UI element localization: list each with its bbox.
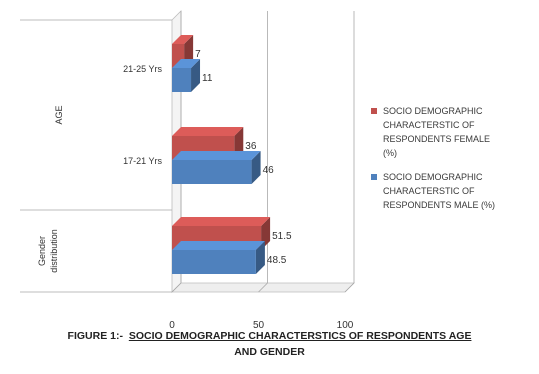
bar-s1-c1-side [251,151,261,184]
legend-text-1-0: SOCIO DEMOGRAPHIC [383,172,483,182]
category-label-0: 21-25 Yrs [123,64,162,74]
figure-label: FIGURE 1:- [67,330,123,342]
x-tick-label-1: 50 [253,320,265,331]
bar-s1-c2-top [172,241,265,250]
legend-text-1-1: CHARACTERSTIC OF [383,186,475,196]
data-label-s0-c0: 7 [195,49,201,60]
group-label-0: AGE [54,105,64,124]
bar-s1-c0-top [172,59,201,68]
legend-text-0-2: RESPONDENTS FEMALE [383,134,490,144]
group-label-1: Gender distribution [37,229,59,273]
data-label-s1-c1: 46 [263,165,275,176]
data-label-s0-c2: 51.5 [272,231,292,242]
legend-text-0-0: SOCIO DEMOGRAPHIC [383,106,483,116]
floor-gridline-0 [171,282,182,293]
category-label-1: 17-21 Yrs [123,156,162,166]
bar-s0-c1-top [172,127,244,136]
legend-text-0-1: CHARACTERSTIC OF [383,120,475,130]
bar-s1-c2 [172,250,256,274]
legend-swatch-0 [371,108,377,114]
floor-gridline-2 [344,282,355,293]
figure-title: SOCIO DEMOGRAPHIC CHARACTERSTICS OF RESP… [128,330,472,342]
bar-s1-c0 [172,68,192,92]
x-tick-label-2: 100 [337,320,354,331]
bar-s1-c0-side [191,59,201,92]
legend-text-0-3: (%) [383,148,397,158]
figure-caption-line-2: AND GENDER [234,346,305,358]
floor-gridline-1 [258,282,268,293]
bar-s0-c2-top [172,217,271,226]
figure-caption-line-1: FIGURE 1:- SOCIO DEMOGRAPHIC CHARACTERST… [0,330,539,342]
data-label-s0-c1: 36 [245,141,257,152]
bar-s1-c1-top [172,151,261,160]
bar-s1-c2-side [255,241,265,274]
bar-s0-c0-top [172,35,194,44]
x-tick-label-0: 0 [169,320,175,331]
data-label-s1-c2: 48.5 [267,255,287,266]
legend-text-1-2: RESPONDENTS MALE (%) [383,200,495,210]
legend-swatch-1 [371,174,377,180]
data-label-s1-c0: 11 [202,73,213,84]
bar-s1-c1 [172,160,252,184]
